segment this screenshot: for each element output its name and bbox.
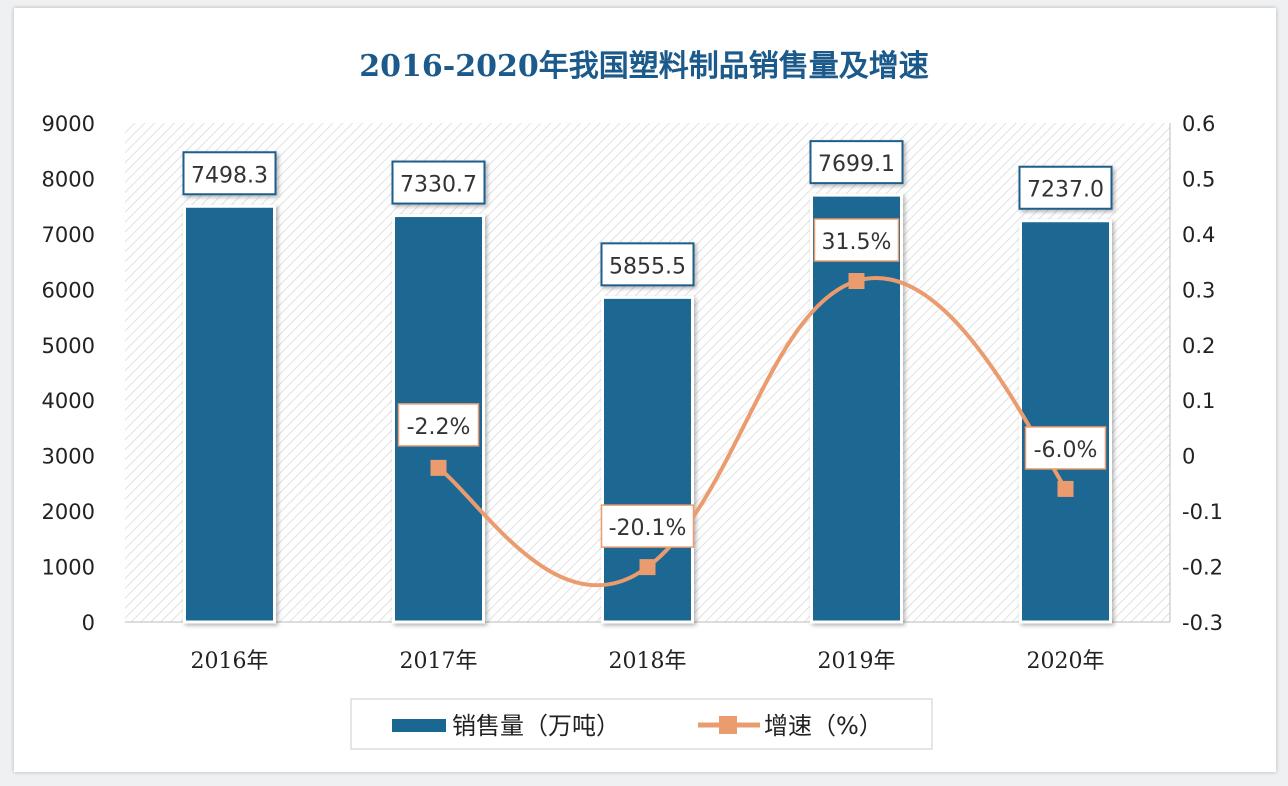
right-axis-tick: -0.1	[1182, 500, 1223, 524]
bar-data-label: 5855.5	[609, 254, 686, 279]
legend-bar-swatch	[392, 719, 446, 732]
growth-data-label: -6.0%	[1034, 438, 1098, 463]
left-axis-tick: 9000	[42, 112, 95, 136]
legend-marker-icon	[719, 716, 737, 734]
bar-label-box	[600, 242, 695, 287]
bar	[810, 193, 903, 624]
bar-label-box	[1018, 165, 1113, 210]
left-axis-tick: 1000	[42, 556, 95, 580]
growth-line	[437, 276, 1068, 587]
bar-label-box	[391, 160, 486, 205]
legend-label-sales: 销售量（万吨）	[452, 712, 620, 740]
bar	[183, 204, 276, 624]
left-axis-tick: 8000	[42, 167, 95, 191]
right-axis-tick: 0.6	[1182, 112, 1215, 136]
right-axis-tick: 0.1	[1182, 389, 1215, 413]
bar	[1019, 219, 1112, 624]
growth-marker	[1057, 480, 1074, 497]
growth-label-box	[813, 218, 900, 262]
growth-marker	[430, 459, 447, 476]
left-axis-tick: 0	[82, 611, 95, 635]
growth-marker	[848, 273, 865, 290]
left-axis-tick: 7000	[42, 223, 95, 247]
legend-label-growth: 增速（%）	[764, 712, 883, 740]
growth-label-box	[1024, 426, 1107, 470]
x-axis-tick: 2018年	[609, 649, 687, 674]
bar-label-box	[809, 140, 904, 185]
right-axis-tick: -0.2	[1182, 556, 1223, 580]
right-axis-tick: 0.4	[1182, 223, 1215, 247]
growth-label-box	[397, 403, 480, 447]
right-axis-tick: -0.3	[1182, 611, 1223, 635]
x-axis-tick: 2016年	[191, 649, 269, 674]
bar-data-label: 7498.3	[191, 163, 268, 188]
growth-data-label: 31.5%	[822, 230, 892, 255]
growth-data-label: -2.2%	[407, 415, 471, 440]
bar-data-label: 7699.1	[818, 152, 895, 177]
left-axis-tick: 4000	[42, 389, 95, 413]
x-axis-tick: 2019年	[818, 649, 896, 674]
bar-label-box	[182, 151, 277, 196]
left-axis-tick: 5000	[42, 334, 95, 358]
right-axis-tick: 0	[1182, 445, 1195, 469]
chart-title: 2016-2020年我国塑料制品销售量及增速	[359, 49, 928, 84]
left-axis-tick: 3000	[42, 445, 95, 469]
x-axis-tick: 2017年	[400, 649, 478, 674]
left-axis-tick: 6000	[42, 278, 95, 302]
legend	[350, 698, 933, 750]
right-axis-tick: 0.2	[1182, 334, 1215, 358]
right-axis-tick: 0.3	[1182, 278, 1215, 302]
left-axis-tick: 2000	[42, 500, 95, 524]
growth-label-box	[600, 504, 695, 548]
bar-data-label: 7237.0	[1027, 178, 1104, 203]
growth-marker	[639, 559, 656, 576]
right-axis-tick: 0.5	[1182, 167, 1215, 191]
growth-data-label: -20.1%	[609, 516, 687, 541]
x-axis-tick: 2020年	[1027, 649, 1105, 674]
bar-data-label: 7330.7	[400, 173, 477, 198]
